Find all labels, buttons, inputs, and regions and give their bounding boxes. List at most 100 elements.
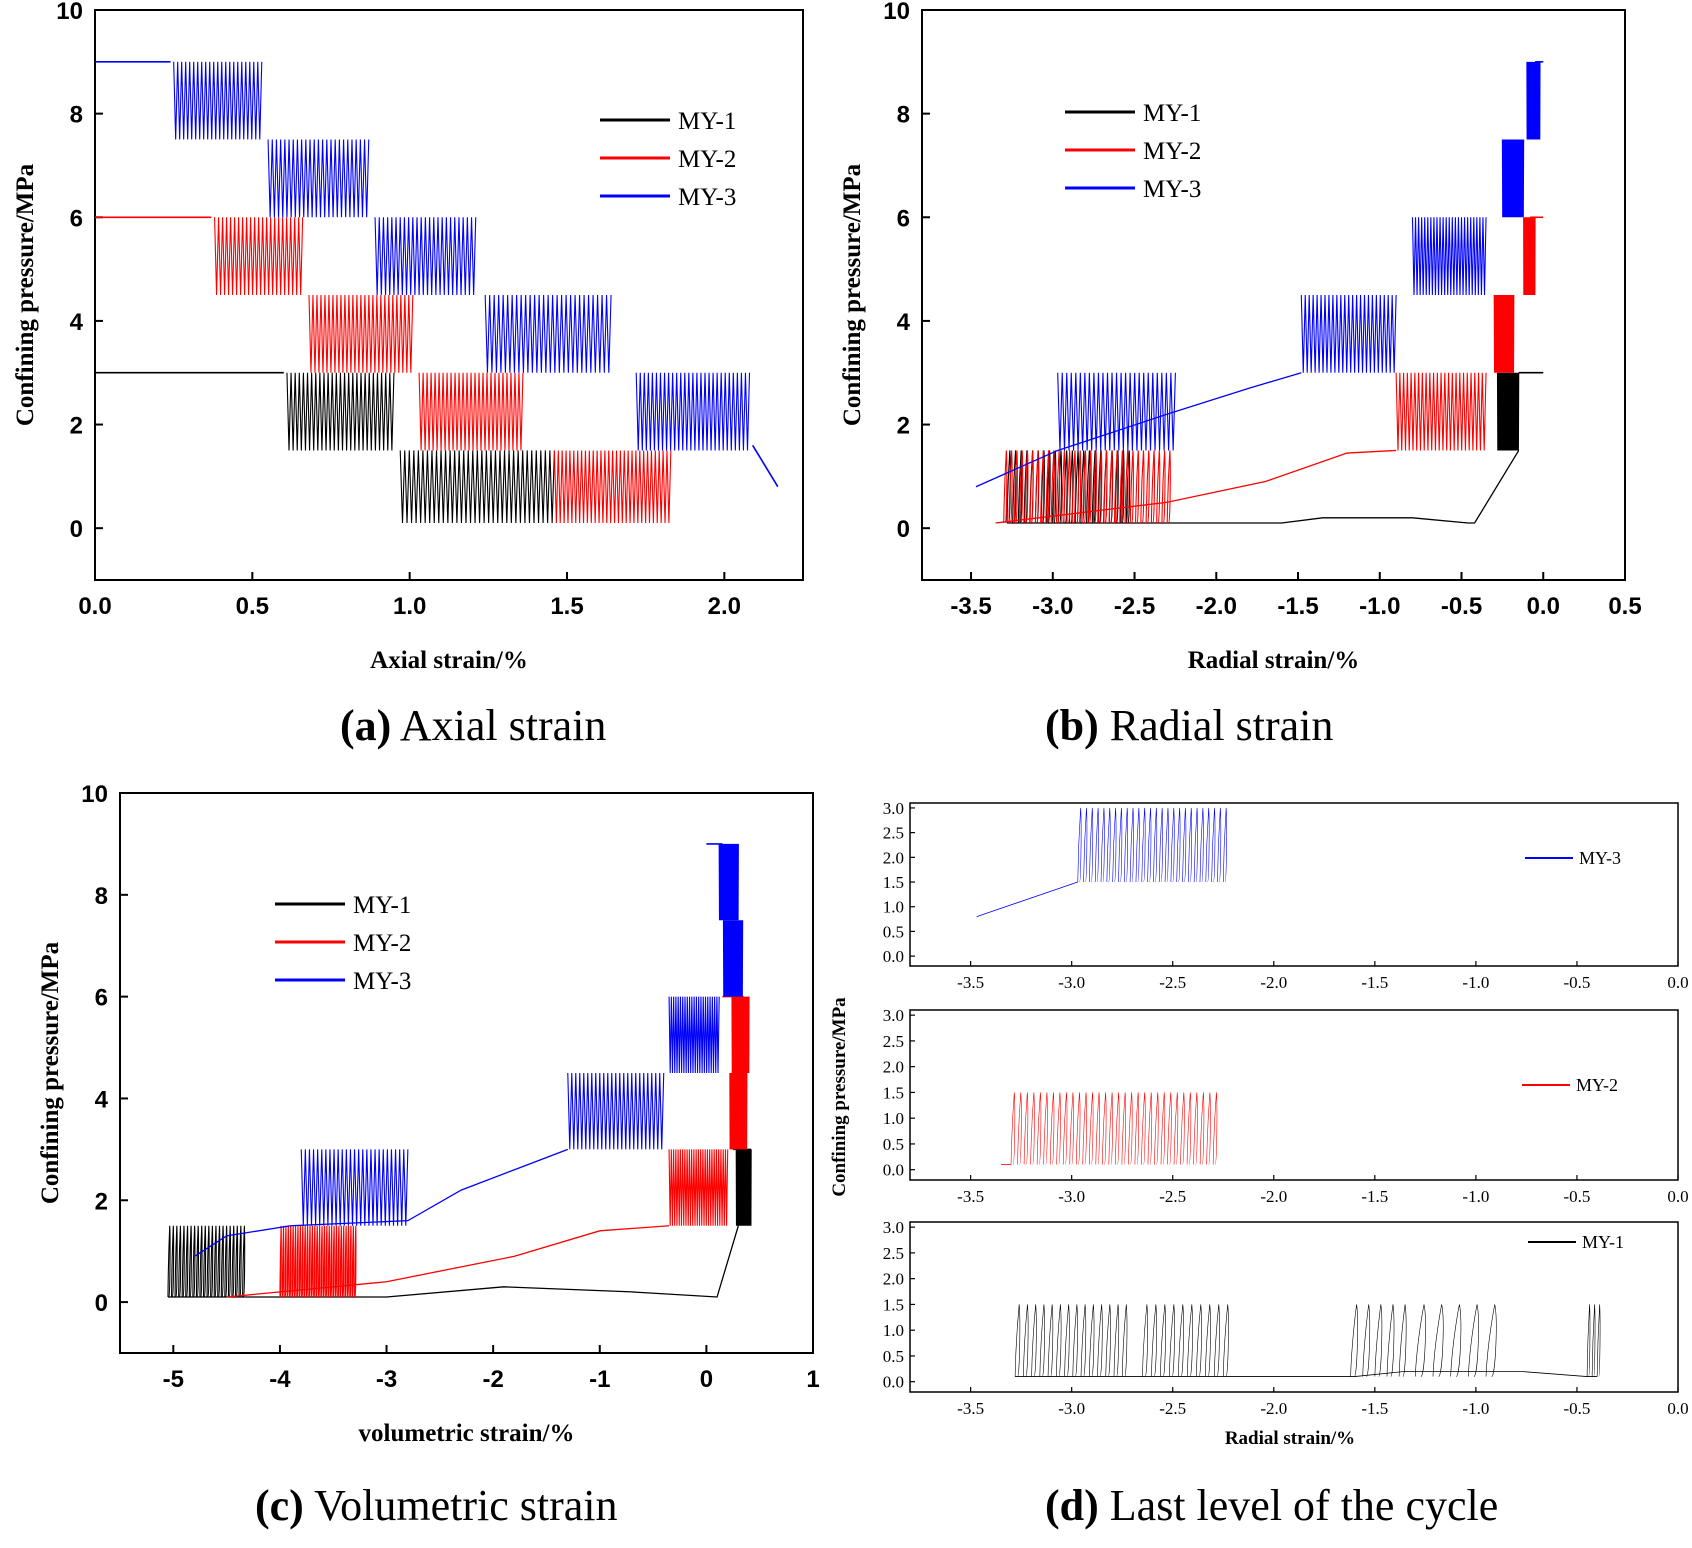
legend-label-MY-2: MY-2 — [1576, 1075, 1618, 1095]
subplot-cycles-MY-1 — [1586, 1304, 1601, 1377]
subplot-MY-1: -3.5 -3.0 -2.5 -2.0 -1.5 -1.0 -0.5 0.0 0.0 0.5 1.0… — [883, 1218, 1689, 1418]
x-tick-label: 0.0 — [1527, 593, 1560, 620]
x-tick-label: -0.5 — [1563, 1187, 1590, 1206]
series-MY-2 — [95, 216, 672, 524]
y-tick-label: 2 — [95, 1188, 108, 1215]
legend-label-MY-2: MY-2 — [678, 146, 736, 173]
series-cycles-MY-2 — [1493, 294, 1515, 373]
x-tick-label: -4 — [269, 1366, 291, 1393]
x-tick-label: 0.5 — [236, 593, 269, 620]
y-tick-label: 2.0 — [883, 848, 904, 867]
subplot-path-MY-3 — [976, 881, 1078, 917]
x-tick-label: 0.0 — [78, 593, 111, 620]
y-tick-label: 1.5 — [883, 1295, 904, 1314]
x-tick-label: 1.0 — [393, 593, 426, 620]
y-tick-label: 6 — [95, 985, 108, 1012]
y-tick-label: 0 — [70, 516, 83, 543]
series-cycles-MY-2 — [214, 217, 304, 296]
series-cycles-MY-3 — [1501, 139, 1525, 218]
x-tick-label: -1.5 — [1277, 593, 1318, 620]
plot-frame — [119, 792, 814, 1354]
series-MY-3 — [194, 843, 744, 1257]
plot-frame — [94, 9, 804, 581]
x-axis-label: volumetric strain/% — [359, 1420, 575, 1447]
caption-b-text: Radial strain — [1109, 701, 1334, 750]
subplot-MY-2: -3.5 -3.0 -2.5 -2.0 -1.5 -1.0 -0.5 0.0 0.0 0.5 1.0… — [883, 1006, 1689, 1206]
x-tick-label: -2.5 — [1159, 973, 1186, 992]
x-tick-label: -3.0 — [1058, 973, 1085, 992]
subplot-cycles-MY-1 — [1350, 1304, 1407, 1377]
x-tick-label: -2.0 — [1260, 1187, 1287, 1206]
series-cycles-MY-2 — [731, 996, 750, 1074]
y-tick-label: 10 — [883, 0, 910, 25]
x-tick-label: -3.5 — [957, 1399, 984, 1418]
y-tick-label: 2.0 — [883, 1270, 904, 1289]
series-cycles-MY-3 — [718, 843, 739, 921]
y-tick-label: 0.5 — [883, 1347, 904, 1366]
series-cycles-MY-3 — [722, 920, 744, 997]
series-cycles-MY-3 — [484, 294, 612, 373]
series-cycles-MY-1 — [167, 1225, 246, 1298]
series-cycles-MY-2 — [308, 294, 414, 373]
y-tick-label: 1.5 — [883, 1083, 904, 1102]
x-tick-label: -2.0 — [1260, 1399, 1287, 1418]
x-tick-label: 0.0 — [1667, 1399, 1688, 1418]
y-tick-label: 4 — [95, 1086, 109, 1113]
series-cycles-MY-3 — [1057, 372, 1176, 451]
x-tick-label: -2.0 — [1196, 593, 1237, 620]
caption-a-letter: (a) — [340, 701, 392, 750]
series-cycles-MY-2 — [729, 1072, 748, 1150]
x-tick-label: -1.5 — [1361, 973, 1388, 992]
subplot-MY-3: -3.5 -3.0 -2.5 -2.0 -1.5 -1.0 -0.5 0.0 0.0 0.5 1.0… — [883, 799, 1689, 992]
caption-a: (a) Axial strain — [340, 700, 606, 751]
x-tick-label: -3 — [376, 1366, 397, 1393]
legend: MY-1 MY-2 MY-3 — [1065, 100, 1201, 203]
y-tick-label: 3.0 — [883, 1006, 904, 1025]
x-axis-label: Radial strain/% — [1188, 647, 1360, 674]
caption-c: (c) Volumetric strain — [255, 1480, 618, 1531]
y-tick-label: 3.0 — [883, 799, 904, 818]
series-cycles-MY-2 — [1395, 372, 1487, 451]
x-tick-label: -3.5 — [957, 1187, 984, 1206]
series-cycles-MY-2 — [1523, 217, 1536, 296]
subplot-path-MY-1 — [1015, 1370, 1598, 1377]
series-cycles-MY-3 — [1526, 61, 1541, 140]
y-tick-label: 0.0 — [883, 1161, 904, 1180]
series-cycles-MY-1 — [1496, 372, 1520, 451]
y-tick-label: 10 — [56, 0, 83, 25]
series-MY-3 — [975, 61, 1544, 488]
y-axis-label: Confining pressure/MPa — [37, 941, 64, 1204]
x-tick-label: -1.0 — [1462, 973, 1489, 992]
series-cycles-MY-3 — [668, 996, 720, 1074]
series-cycles-MY-3 — [173, 61, 263, 140]
y-axis-label: Confining pressure/MPa — [839, 163, 866, 426]
y-tick-label: 2.5 — [883, 824, 904, 843]
x-tick-label: 0.5 — [1608, 593, 1641, 620]
series-cycles-MY-3 — [1411, 217, 1487, 296]
series-cycles-MY-3 — [300, 1149, 409, 1226]
chart-d: -3.5 -3.0 -2.5 -2.0 -1.5 -1.0 -0.5 0.0 0.0 0.5 1.0… — [829, 799, 1689, 1449]
y-tick-label: 0.5 — [883, 1135, 904, 1154]
x-tick-label: 2.0 — [708, 593, 741, 620]
series-MY-3 — [95, 61, 779, 488]
caption-d: (d) Last level of the cycle — [1045, 1480, 1498, 1531]
legend-label-MY-2: MY-2 — [353, 930, 411, 957]
x-tick-label: -2.5 — [1159, 1399, 1186, 1418]
x-tick-label: -0.5 — [1563, 1399, 1590, 1418]
x-tick-label: -2.0 — [1260, 973, 1287, 992]
y-tick-label: 4 — [897, 309, 911, 336]
y-axis-label: Confining pressure/MPa — [12, 163, 39, 426]
y-tick-label: 3.0 — [883, 1218, 904, 1237]
y-tick-label: 1.0 — [883, 1321, 904, 1340]
series-cycles-MY-1 — [735, 1149, 752, 1226]
legend-label-MY-1: MY-1 — [1143, 100, 1201, 127]
series-cycles-MY-3 — [267, 139, 370, 218]
x-tick-label: 0.0 — [1667, 1187, 1688, 1206]
x-tick-label: 1.5 — [550, 593, 583, 620]
y-tick-label: 4 — [70, 309, 84, 336]
series-cycles-MY-3 — [635, 372, 751, 451]
x-tick-label: -3.0 — [1058, 1399, 1085, 1418]
caption-c-text: Volumetric strain — [314, 1481, 618, 1530]
x-tick-label: -3.5 — [957, 973, 984, 992]
caption-d-text: Last level of the cycle — [1109, 1481, 1499, 1530]
